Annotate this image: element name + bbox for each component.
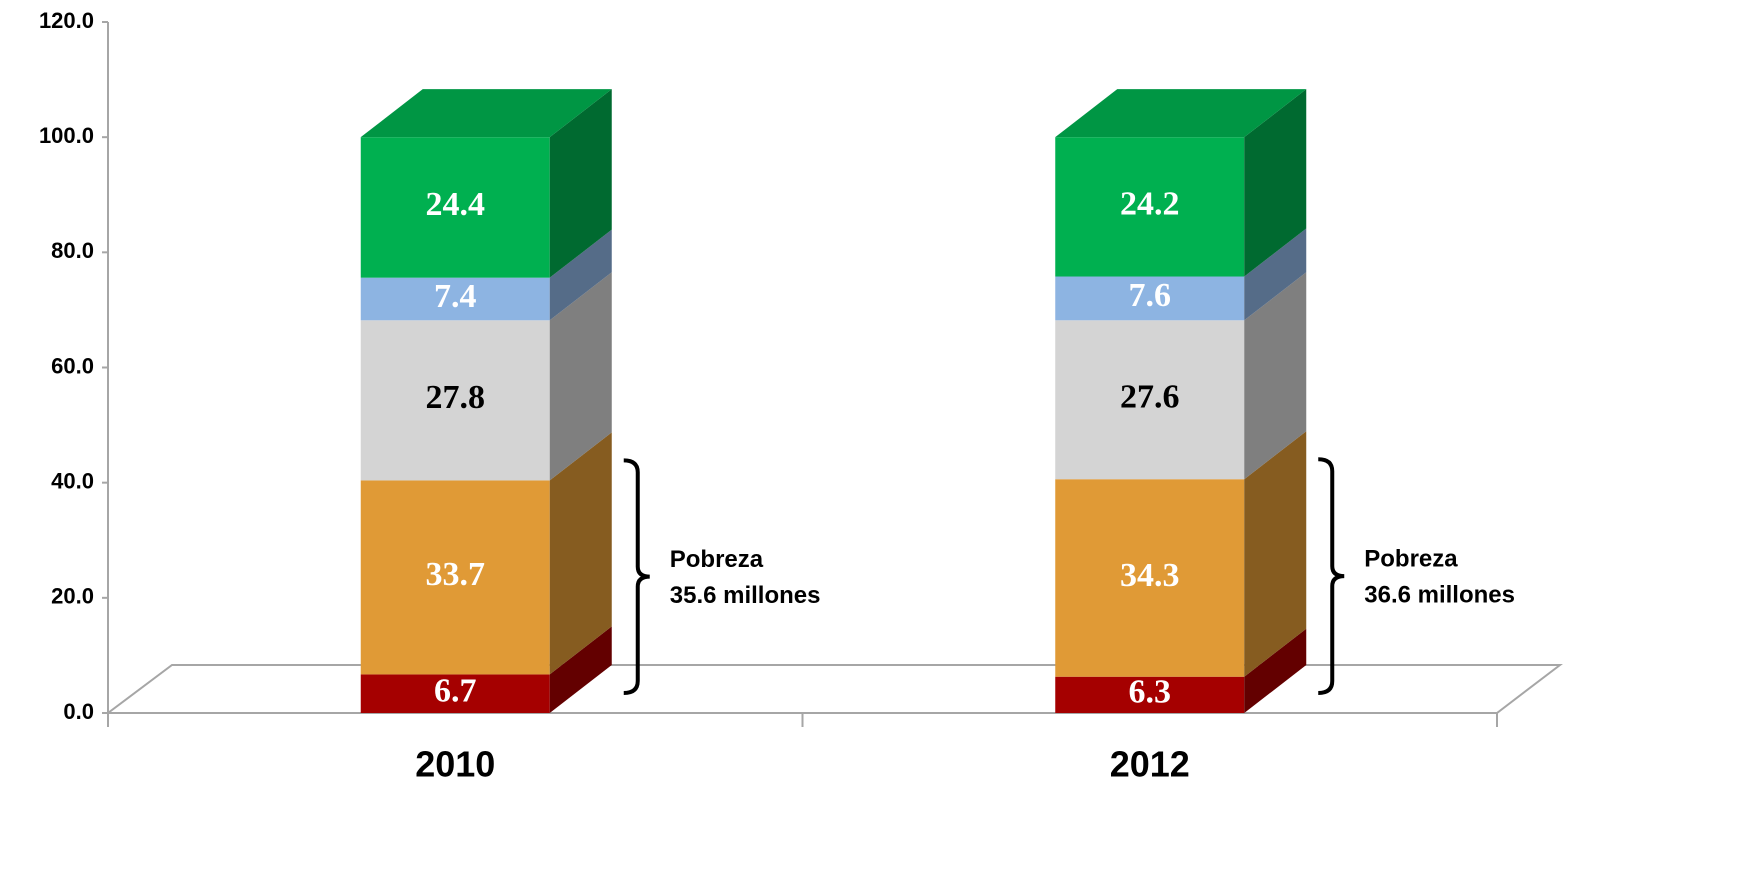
value-label: 6.3 [1129,674,1172,711]
bar-side [549,432,612,675]
y-tick-label: 20.0 [51,584,94,609]
bar-side [1244,89,1307,277]
y-tick-label: 120.0 [39,8,94,33]
bar-side [1244,431,1307,677]
annotation: 35.6 millones [670,582,821,609]
bar-segment [360,320,550,481]
value-label: 7.6 [1129,277,1172,314]
y-tick-label: 60.0 [51,353,94,378]
bar-side [1244,228,1307,321]
value-label: 6.7 [434,673,477,710]
bar-segment [360,137,550,278]
bar-segment [360,480,550,675]
y-tick-label: 0.0 [63,699,94,724]
bar-side [549,272,612,481]
bar-side [549,229,612,321]
bar-segment [1055,320,1245,480]
bar-segment [1055,276,1245,321]
x-tick-label: 2012 [1110,744,1190,785]
bar-segment [1055,137,1245,277]
value-label: 34.3 [1120,557,1180,594]
y-tick-label: 40.0 [51,468,94,493]
value-label: 27.8 [426,379,486,416]
annotation: Pobreza [670,546,764,573]
bar-segment [360,277,550,321]
x-tick-label: 2010 [415,744,495,785]
bar-side [549,89,612,278]
bar-side [1244,628,1307,713]
annotation: 36.6 millones [1364,581,1515,608]
annotation: Pobreza [1364,545,1458,572]
bar-side [549,626,612,713]
floor [105,664,1563,714]
y-tick-label: 100.0 [39,123,94,148]
bar-side [1244,272,1307,480]
bracket [623,458,650,695]
bar-segment [1055,479,1245,677]
value-label: 27.6 [1120,379,1180,416]
bar-top [360,89,612,138]
y-tick-label: 80.0 [51,238,94,263]
value-label: 7.4 [434,278,477,315]
bar-segment [360,674,550,713]
value-label: 33.7 [426,556,486,593]
value-label: 24.2 [1120,186,1180,223]
bracket [1318,457,1345,695]
value-label: 24.4 [426,186,486,223]
bar-segment [1055,676,1245,713]
bar-top [1055,89,1307,138]
